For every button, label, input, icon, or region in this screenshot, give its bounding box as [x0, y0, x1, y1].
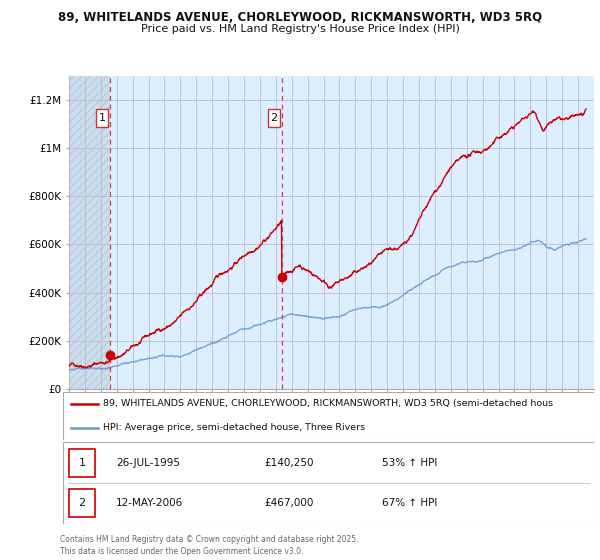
- Text: 53% ↑ HPI: 53% ↑ HPI: [382, 458, 437, 468]
- Text: 89, WHITELANDS AVENUE, CHORLEYWOOD, RICKMANSWORTH, WD3 5RQ (semi-detached hous: 89, WHITELANDS AVENUE, CHORLEYWOOD, RICK…: [103, 399, 553, 408]
- Text: 1: 1: [79, 458, 86, 468]
- Text: 26-JUL-1995: 26-JUL-1995: [116, 458, 180, 468]
- FancyBboxPatch shape: [70, 489, 95, 517]
- FancyBboxPatch shape: [63, 442, 594, 524]
- FancyBboxPatch shape: [268, 109, 280, 127]
- Text: 2: 2: [270, 113, 277, 123]
- Text: Price paid vs. HM Land Registry's House Price Index (HPI): Price paid vs. HM Land Registry's House …: [140, 24, 460, 34]
- FancyBboxPatch shape: [96, 109, 108, 127]
- Text: HPI: Average price, semi-detached house, Three Rivers: HPI: Average price, semi-detached house,…: [103, 423, 365, 432]
- Text: 67% ↑ HPI: 67% ↑ HPI: [382, 498, 437, 508]
- FancyBboxPatch shape: [63, 392, 594, 440]
- Bar: [69, 76, 110, 389]
- Text: 1: 1: [98, 113, 106, 123]
- Text: £467,000: £467,000: [265, 498, 314, 508]
- Text: 12-MAY-2006: 12-MAY-2006: [116, 498, 184, 508]
- Text: 2: 2: [79, 498, 86, 508]
- Text: 89, WHITELANDS AVENUE, CHORLEYWOOD, RICKMANSWORTH, WD3 5RQ: 89, WHITELANDS AVENUE, CHORLEYWOOD, RICK…: [58, 11, 542, 24]
- Text: Contains HM Land Registry data © Crown copyright and database right 2025.
This d: Contains HM Land Registry data © Crown c…: [60, 535, 359, 556]
- FancyBboxPatch shape: [70, 449, 95, 477]
- Text: £140,250: £140,250: [265, 458, 314, 468]
